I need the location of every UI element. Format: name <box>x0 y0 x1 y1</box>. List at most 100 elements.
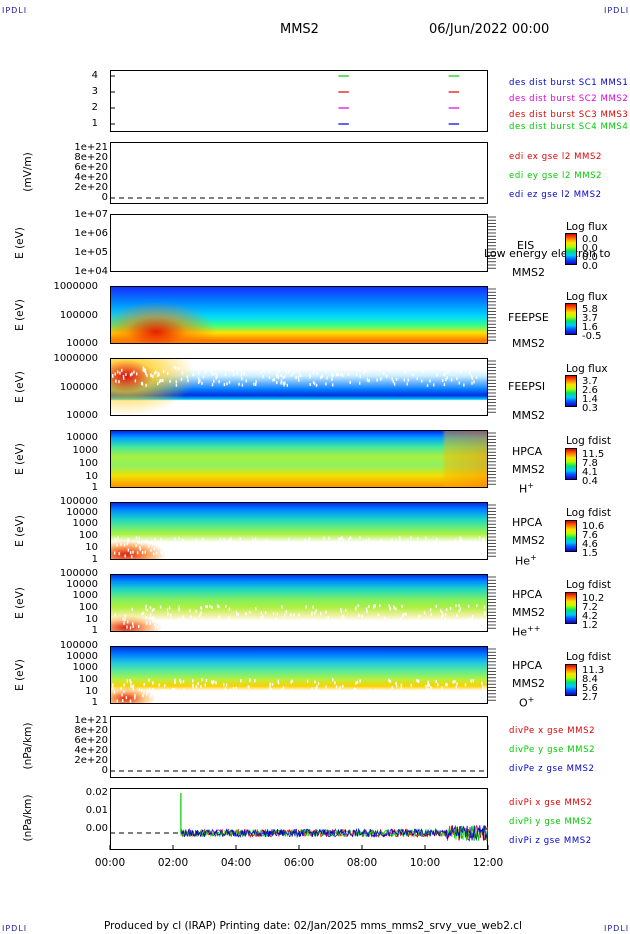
hpca-he-speckle <box>422 550 424 553</box>
hpca-o-speckle <box>359 679 361 683</box>
feepsi-speckle <box>226 382 228 386</box>
hpca-hepp-speckle <box>336 619 338 623</box>
feepsi-speckle <box>296 366 299 370</box>
hpca-he-speckle <box>252 538 254 542</box>
hpca-hepp-speckle <box>475 623 477 627</box>
hpca-o-speckle <box>441 686 443 690</box>
edi-ytick: 8e+20 <box>74 152 108 163</box>
feepsi-speckle <box>215 376 217 380</box>
feepsi-speckle <box>292 371 294 375</box>
hpca-o-speckle <box>420 689 423 693</box>
feepsi-speckle <box>334 368 337 372</box>
hpca-hepp-speckle <box>360 625 362 629</box>
hpca-hepp-speckle <box>166 608 169 612</box>
hpca-o-speckle <box>374 689 377 692</box>
hpca-hepp-speckle <box>218 615 220 619</box>
feepsi-speckle <box>295 367 298 371</box>
hpca-he-speckle <box>412 547 414 551</box>
hpca-he-speckle <box>349 536 352 540</box>
hpca-he-speckle <box>127 540 129 544</box>
hpca-o-speckle <box>306 692 308 696</box>
eis-overlay-text: Low energy electron to <box>484 247 611 260</box>
hpca-he-species-charge: + <box>530 553 537 562</box>
hpca-o-speckle <box>226 695 229 699</box>
hpca-o-speckle <box>352 694 354 698</box>
hpca-hepp-speckle <box>314 611 316 615</box>
hpca-o-speckle <box>187 690 189 694</box>
hpca-he-speckle <box>244 551 247 555</box>
hpca-h-cb-tick: 7.8 <box>582 458 598 469</box>
hpca-hepp-speckle <box>362 627 364 630</box>
hpca-o-panel <box>110 646 488 704</box>
feepsi-speckle <box>186 375 189 379</box>
hpca-hepp-speckle <box>416 619 419 623</box>
hpca-he-speckle <box>416 550 418 554</box>
feepsi-speckle <box>278 370 281 374</box>
divpi-legend-x: divPi x gse MMS2 <box>509 798 593 808</box>
hpca-he-speckle <box>365 539 367 543</box>
eis-cb-tick: 0.0 <box>582 252 598 263</box>
hpca-o-speckle <box>334 681 336 685</box>
hpca-hepp-speckle <box>441 610 443 614</box>
hpca-he-speckle <box>412 542 414 546</box>
feepsi-speckle <box>212 372 214 376</box>
hpca-hepp-speckle <box>441 626 443 630</box>
hpca-hepp-speckle <box>151 616 154 620</box>
hpca-he-speckle <box>272 552 274 556</box>
feepsi-colorbar <box>565 375 577 407</box>
hpca-o-speckle <box>446 683 448 687</box>
feepsi-speckle <box>460 370 462 374</box>
hpca-hepp-speckle <box>355 606 357 610</box>
hpca-o-speckle <box>339 686 341 690</box>
hpca-hepp-speckle <box>142 611 145 615</box>
hpca-o-speckle <box>350 698 352 702</box>
hpca-o-speckle <box>120 686 122 690</box>
hpca-o-speckle <box>433 694 435 698</box>
hpca-o-speckle <box>164 684 166 688</box>
hpca-o-speckle <box>223 683 225 687</box>
hpca-hepp-speckle <box>145 604 147 608</box>
hpca-he-speckle <box>373 542 375 546</box>
hpca-o-speckle <box>254 690 256 694</box>
hpca-hepp-speckle <box>149 616 151 620</box>
edi-ytick: 6e+20 <box>74 162 108 173</box>
hpca-o-speckle <box>125 696 128 700</box>
feepsi-speckle <box>389 368 392 372</box>
feepsi-speckle <box>285 370 288 374</box>
hpca-o-speckle <box>482 687 484 691</box>
hpca-o-sc: MMS2 <box>512 677 545 690</box>
hpca-he-speckle <box>334 549 336 553</box>
hpca-he-speckle <box>338 537 340 541</box>
hpca-he-speckle <box>328 536 330 540</box>
hpca-hepp-speckle <box>138 625 140 628</box>
hpca-o-speckle <box>297 693 299 697</box>
hpca-hepp-speckle <box>124 614 126 618</box>
hpca-hepp-cb-tick: 10.2 <box>582 593 605 604</box>
hpca-hepp-speckle <box>189 609 191 613</box>
feepsi-speckle <box>125 373 127 376</box>
hpca-hepp-speckle <box>400 627 403 631</box>
hpca-he-speckle <box>194 543 196 547</box>
hpca-o-speckle <box>447 697 449 701</box>
feepsi-speckle <box>380 377 382 381</box>
feepsi-speckle <box>133 370 135 374</box>
hpca-he-speckle <box>450 550 452 554</box>
hpca-hepp-speckle <box>291 619 293 623</box>
hpca-hepp-speckle <box>209 622 211 626</box>
hpca-o-speckle <box>182 680 185 683</box>
hpca-he-speckle <box>437 544 440 548</box>
feepsi-speckle <box>475 376 478 379</box>
hpca-hepp-speckle <box>365 607 368 611</box>
hpca-he-speckle <box>249 549 251 552</box>
feepsi-speckle <box>235 366 237 370</box>
hpca-he-speckle <box>289 547 291 551</box>
hpca-o-speckle <box>335 685 338 689</box>
hpca-hepp-speckle <box>455 604 457 608</box>
hpca-o-speckle <box>212 681 214 684</box>
hpca-o-speckle <box>250 697 252 701</box>
hpca-o-speckle <box>269 682 271 686</box>
burst-legend-mms4: des dist burst SC4 MMS4 <box>509 122 629 132</box>
x-tick-label: 00:00 <box>94 857 126 869</box>
hpca-he-speckle <box>381 541 383 545</box>
hpca-he-speckle <box>482 537 484 541</box>
